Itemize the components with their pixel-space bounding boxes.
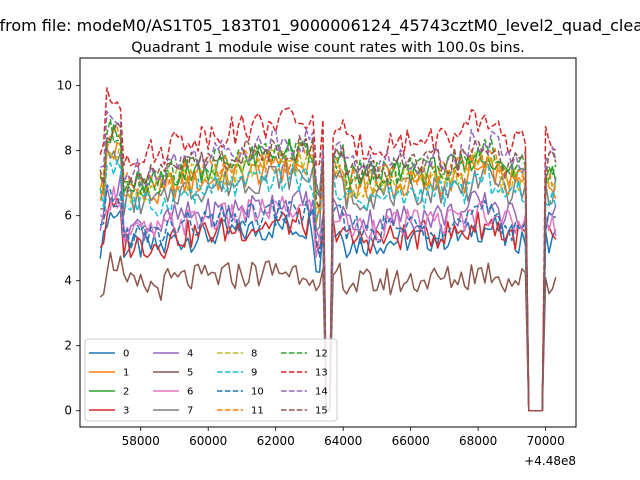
legend-label-9: 9 — [251, 368, 257, 379]
x-axis: 58000 60000 62000 64000 66000 68000 70000 — [122, 427, 565, 448]
legend-label-11: 11 — [251, 406, 264, 417]
legend-label-7: 7 — [187, 406, 193, 417]
y-tick-label: 0 — [64, 404, 72, 418]
y-tick-label: 2 — [64, 339, 72, 353]
legend-label-15: 15 — [315, 406, 328, 417]
legend-label-13: 13 — [315, 368, 328, 379]
y-axis: 0 2 4 6 8 10 — [57, 79, 80, 418]
chart-title: Quadrant 1 module wise count rates with … — [131, 40, 525, 56]
legend-label-4: 4 — [187, 349, 193, 360]
x-tick-label: 58000 — [122, 434, 160, 448]
legend-label-0: 0 — [123, 349, 129, 360]
legend-label-10: 10 — [251, 387, 264, 398]
series-line-13 — [99, 87, 556, 412]
legend-label-14: 14 — [315, 387, 328, 398]
x-tick-label: 66000 — [392, 434, 430, 448]
axes-frame — [79, 57, 577, 428]
y-tick-label: 10 — [57, 79, 72, 93]
series-line-9 — [99, 159, 557, 412]
x-tick-label: 60000 — [189, 434, 227, 448]
legend-label-12: 12 — [315, 349, 328, 360]
x-tick-label: 68000 — [459, 434, 497, 448]
y-tick-label: 8 — [64, 144, 72, 158]
legend-label-2: 2 — [123, 387, 129, 398]
x-tick-label: 62000 — [257, 434, 295, 448]
legend-label-6: 6 — [187, 387, 193, 398]
x-offset-label: +4.48e8 — [524, 454, 576, 468]
legend-label-5: 5 — [187, 368, 193, 379]
legend-frame — [84, 338, 338, 422]
y-tick-label: 6 — [64, 209, 72, 223]
legend-label-3: 3 — [123, 406, 129, 417]
x-tick-label: 64000 — [324, 434, 362, 448]
legend-label-8: 8 — [251, 349, 257, 360]
chart-suptitle: Data from file: modeM0/AS1T05_183T01_900… — [0, 16, 640, 36]
x-tick-label: 70000 — [527, 434, 565, 448]
y-tick-label: 4 — [64, 274, 72, 288]
legend-label-1: 1 — [123, 368, 129, 379]
